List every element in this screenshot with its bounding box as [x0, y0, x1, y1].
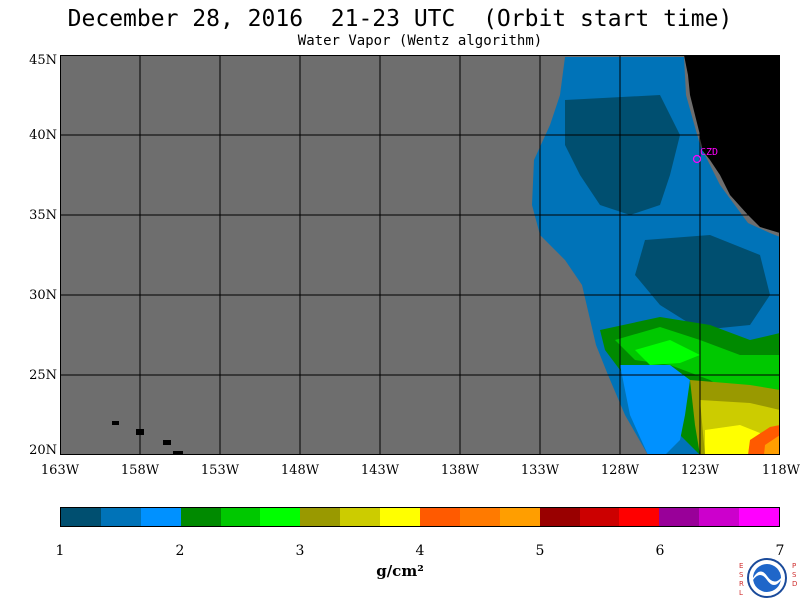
colorbar-tick-label: 6	[655, 543, 665, 559]
colorbar-swatch	[180, 508, 221, 526]
lon-label: 158W	[120, 463, 160, 478]
colorbar-swatch	[260, 508, 301, 526]
colorbar-swatch	[659, 508, 700, 526]
lat-label: 40N	[29, 128, 57, 143]
noaa-logo	[747, 558, 787, 598]
island-1	[112, 421, 119, 425]
lon-label: 133W	[520, 463, 560, 478]
vapor-field-dark-1	[565, 95, 680, 215]
lon-label: 148W	[280, 463, 320, 478]
lon-label: 128W	[600, 463, 640, 478]
vapor-field-blue-south	[620, 365, 690, 455]
colorbar-swatch	[140, 508, 181, 526]
island-4	[173, 451, 183, 455]
map-frame	[60, 55, 780, 455]
lon-label: 163W	[40, 463, 80, 478]
lon-label: 153W	[200, 463, 240, 478]
colorbar-tick-label: 3	[295, 543, 305, 559]
colorbar-swatch	[340, 508, 381, 526]
vapor-field-bright-green	[635, 340, 700, 365]
colorbar-swatch	[380, 508, 421, 526]
station-marker	[692, 154, 702, 164]
colorbar-units: g/cm²	[376, 562, 424, 580]
colorbar-tick-label: 5	[535, 543, 545, 559]
colorbar-swatch	[220, 508, 261, 526]
water-vapor-map: CZD	[60, 55, 780, 455]
colorbar-swatch	[459, 508, 500, 526]
colorbar-swatch	[300, 508, 341, 526]
lon-label: 118W	[761, 463, 800, 478]
colorbar-swatch	[579, 508, 620, 526]
lat-label: 30N	[29, 288, 57, 303]
lat-label: 20N	[29, 443, 57, 458]
colorbar-swatch	[420, 508, 460, 526]
colorbar-tick-label: 1	[55, 543, 65, 559]
colorbar-swatch	[739, 508, 780, 526]
lon-label: 138W	[440, 463, 480, 478]
colorbar-swatch	[499, 508, 540, 526]
lat-label: 25N	[29, 368, 57, 383]
vapor-field-dark-2	[635, 235, 770, 330]
page-title: December 28, 2016 21-23 UTC (Orbit start…	[67, 6, 733, 32]
vapor-field-4.5-5	[764, 435, 780, 455]
colorbar-tick-label: 7	[775, 543, 785, 559]
lon-label: 143W	[360, 463, 400, 478]
colorbar-swatch	[61, 508, 101, 526]
colorbar	[60, 507, 780, 527]
colorbar-tick-label: 2	[175, 543, 185, 559]
lat-label: 35N	[29, 208, 57, 223]
land-north-america	[684, 55, 780, 233]
colorbar-swatch	[619, 508, 660, 526]
vapor-field-4	[705, 425, 760, 455]
page-subtitle: Water Vapor (Wentz algorithm)	[297, 33, 543, 49]
grid-lines	[60, 55, 780, 455]
station-label: CZD	[700, 147, 718, 158]
colorbar-tick-label: 4	[415, 543, 425, 559]
colorbar-swatch	[100, 508, 141, 526]
island-3	[163, 440, 171, 445]
colorbar-swatch	[539, 508, 580, 526]
lon-label: 123W	[680, 463, 720, 478]
colorbar-swatch	[699, 508, 740, 526]
lat-label: 45N	[29, 53, 57, 68]
